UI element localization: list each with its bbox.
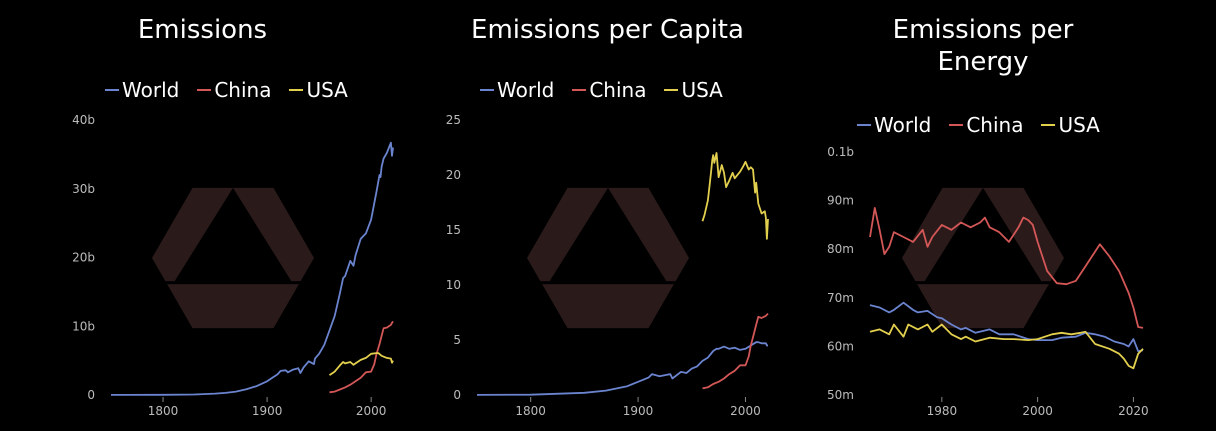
series-line-china[interactable] <box>702 312 769 390</box>
legend-item-world[interactable]: World <box>857 113 931 137</box>
series-line-usa[interactable] <box>701 152 769 240</box>
legend-item-world[interactable]: World <box>480 78 554 102</box>
series-line-usa[interactable] <box>328 352 394 376</box>
legend-label: World <box>497 78 555 102</box>
chart-panel-emissions: Emissions World China USA 0 10b 20b 30b 40b 1… <box>0 0 405 431</box>
legend-swatch <box>289 89 304 91</box>
x-tick-label: 1800 <box>515 404 546 418</box>
x-tick-label: 2000 <box>356 404 387 418</box>
legend-swatch <box>480 89 494 91</box>
y-tick-label: 90m <box>827 194 854 208</box>
watermark-gap <box>527 281 689 285</box>
x-tick-label: 1900 <box>252 404 283 418</box>
legend-label: China <box>966 113 1024 137</box>
y-tick-label: 40b <box>72 113 95 127</box>
x-tick-label: 1980 <box>927 404 958 418</box>
legend-label: USA <box>681 78 723 102</box>
y-tick-label: 5 <box>453 333 461 347</box>
y-tick-label: 20b <box>72 251 95 265</box>
chart-legend: World China USA <box>857 113 1100 137</box>
legend-item-china[interactable]: China <box>572 78 646 102</box>
y-tick-label: 20 <box>446 168 461 182</box>
chart-title: Emissions per Capita <box>471 15 744 45</box>
y-tick-label: 25 <box>446 113 461 127</box>
watermark-logo <box>527 187 689 329</box>
watermark-gap <box>152 281 314 285</box>
y-tick-label: 70m <box>827 291 854 305</box>
legend-swatch <box>664 89 679 91</box>
y-tick-label: 80m <box>827 242 854 256</box>
chart-panel-emissions-per-energy: Emissions per Energy World China USA 50m… <box>810 0 1216 431</box>
x-tick-label: 2020 <box>1118 404 1149 418</box>
series-line-usa[interactable] <box>869 323 1144 370</box>
legend-swatch <box>857 124 871 126</box>
y-tick-label: 0.1b <box>827 145 854 159</box>
y-tick-label: 50m <box>827 388 854 402</box>
legend-item-china[interactable]: China <box>197 78 271 102</box>
legend-item-world[interactable]: World <box>105 78 179 102</box>
chart-plot-area: 50m 60m 70m 80m 90m 0.1b 1980 2000 2020 <box>827 145 1149 418</box>
legend-swatch <box>1041 124 1056 126</box>
legend-swatch <box>105 89 119 91</box>
y-tick-label: 10b <box>72 319 95 333</box>
legend-swatch <box>949 124 964 126</box>
watermark-gap <box>902 281 1064 285</box>
chart-plot-area: 0 10b 20b 30b 40b 1800 1900 2000 <box>72 113 394 418</box>
legend-label: World <box>874 113 932 137</box>
chart-title: Emissions <box>137 15 268 45</box>
x-tick-label: 2000 <box>1022 404 1053 418</box>
series-line-world[interactable] <box>869 301 1144 353</box>
legend-item-china[interactable]: China <box>949 113 1023 137</box>
y-tick-label: 60m <box>827 339 854 353</box>
x-tick-label: 2000 <box>730 404 761 418</box>
legend-item-usa[interactable]: USA <box>664 78 723 102</box>
y-tick-label: 10 <box>446 278 461 292</box>
watermark-logo <box>902 187 1064 329</box>
chart-panel-emissions-per-capita: Emissions per Capita World China USA 0 5 1… <box>405 0 810 431</box>
legend-label: USA <box>1058 113 1100 137</box>
watermark-logo <box>152 187 314 329</box>
legend-item-usa[interactable]: USA <box>289 78 348 102</box>
y-tick-label: 0 <box>453 388 461 402</box>
legend-label: USA <box>306 78 348 102</box>
y-tick-label: 0 <box>87 388 95 402</box>
legend-label: China <box>589 78 647 102</box>
legend-swatch <box>197 89 212 91</box>
series-line-world[interactable] <box>476 341 768 396</box>
legend-swatch <box>572 89 587 91</box>
x-tick-label: 1900 <box>623 404 654 418</box>
series-line-world[interactable] <box>110 141 394 396</box>
y-tick-label: 30b <box>72 182 95 196</box>
x-tick-label: 1800 <box>148 404 179 418</box>
series-line-china[interactable] <box>869 206 1144 329</box>
legend-label: China <box>214 78 272 102</box>
chart-plot-area: 0 5 10 15 20 25 1800 1900 2000 <box>446 113 769 418</box>
legend-label: World <box>122 78 180 102</box>
chart-legend: World China USA <box>105 78 348 102</box>
legend-item-usa[interactable]: USA <box>1041 113 1100 137</box>
chart-title: Emissions per Energy <box>892 15 1074 77</box>
series-line-china[interactable] <box>329 320 394 394</box>
y-tick-label: 15 <box>446 223 461 237</box>
chart-legend: World China USA <box>480 78 723 102</box>
